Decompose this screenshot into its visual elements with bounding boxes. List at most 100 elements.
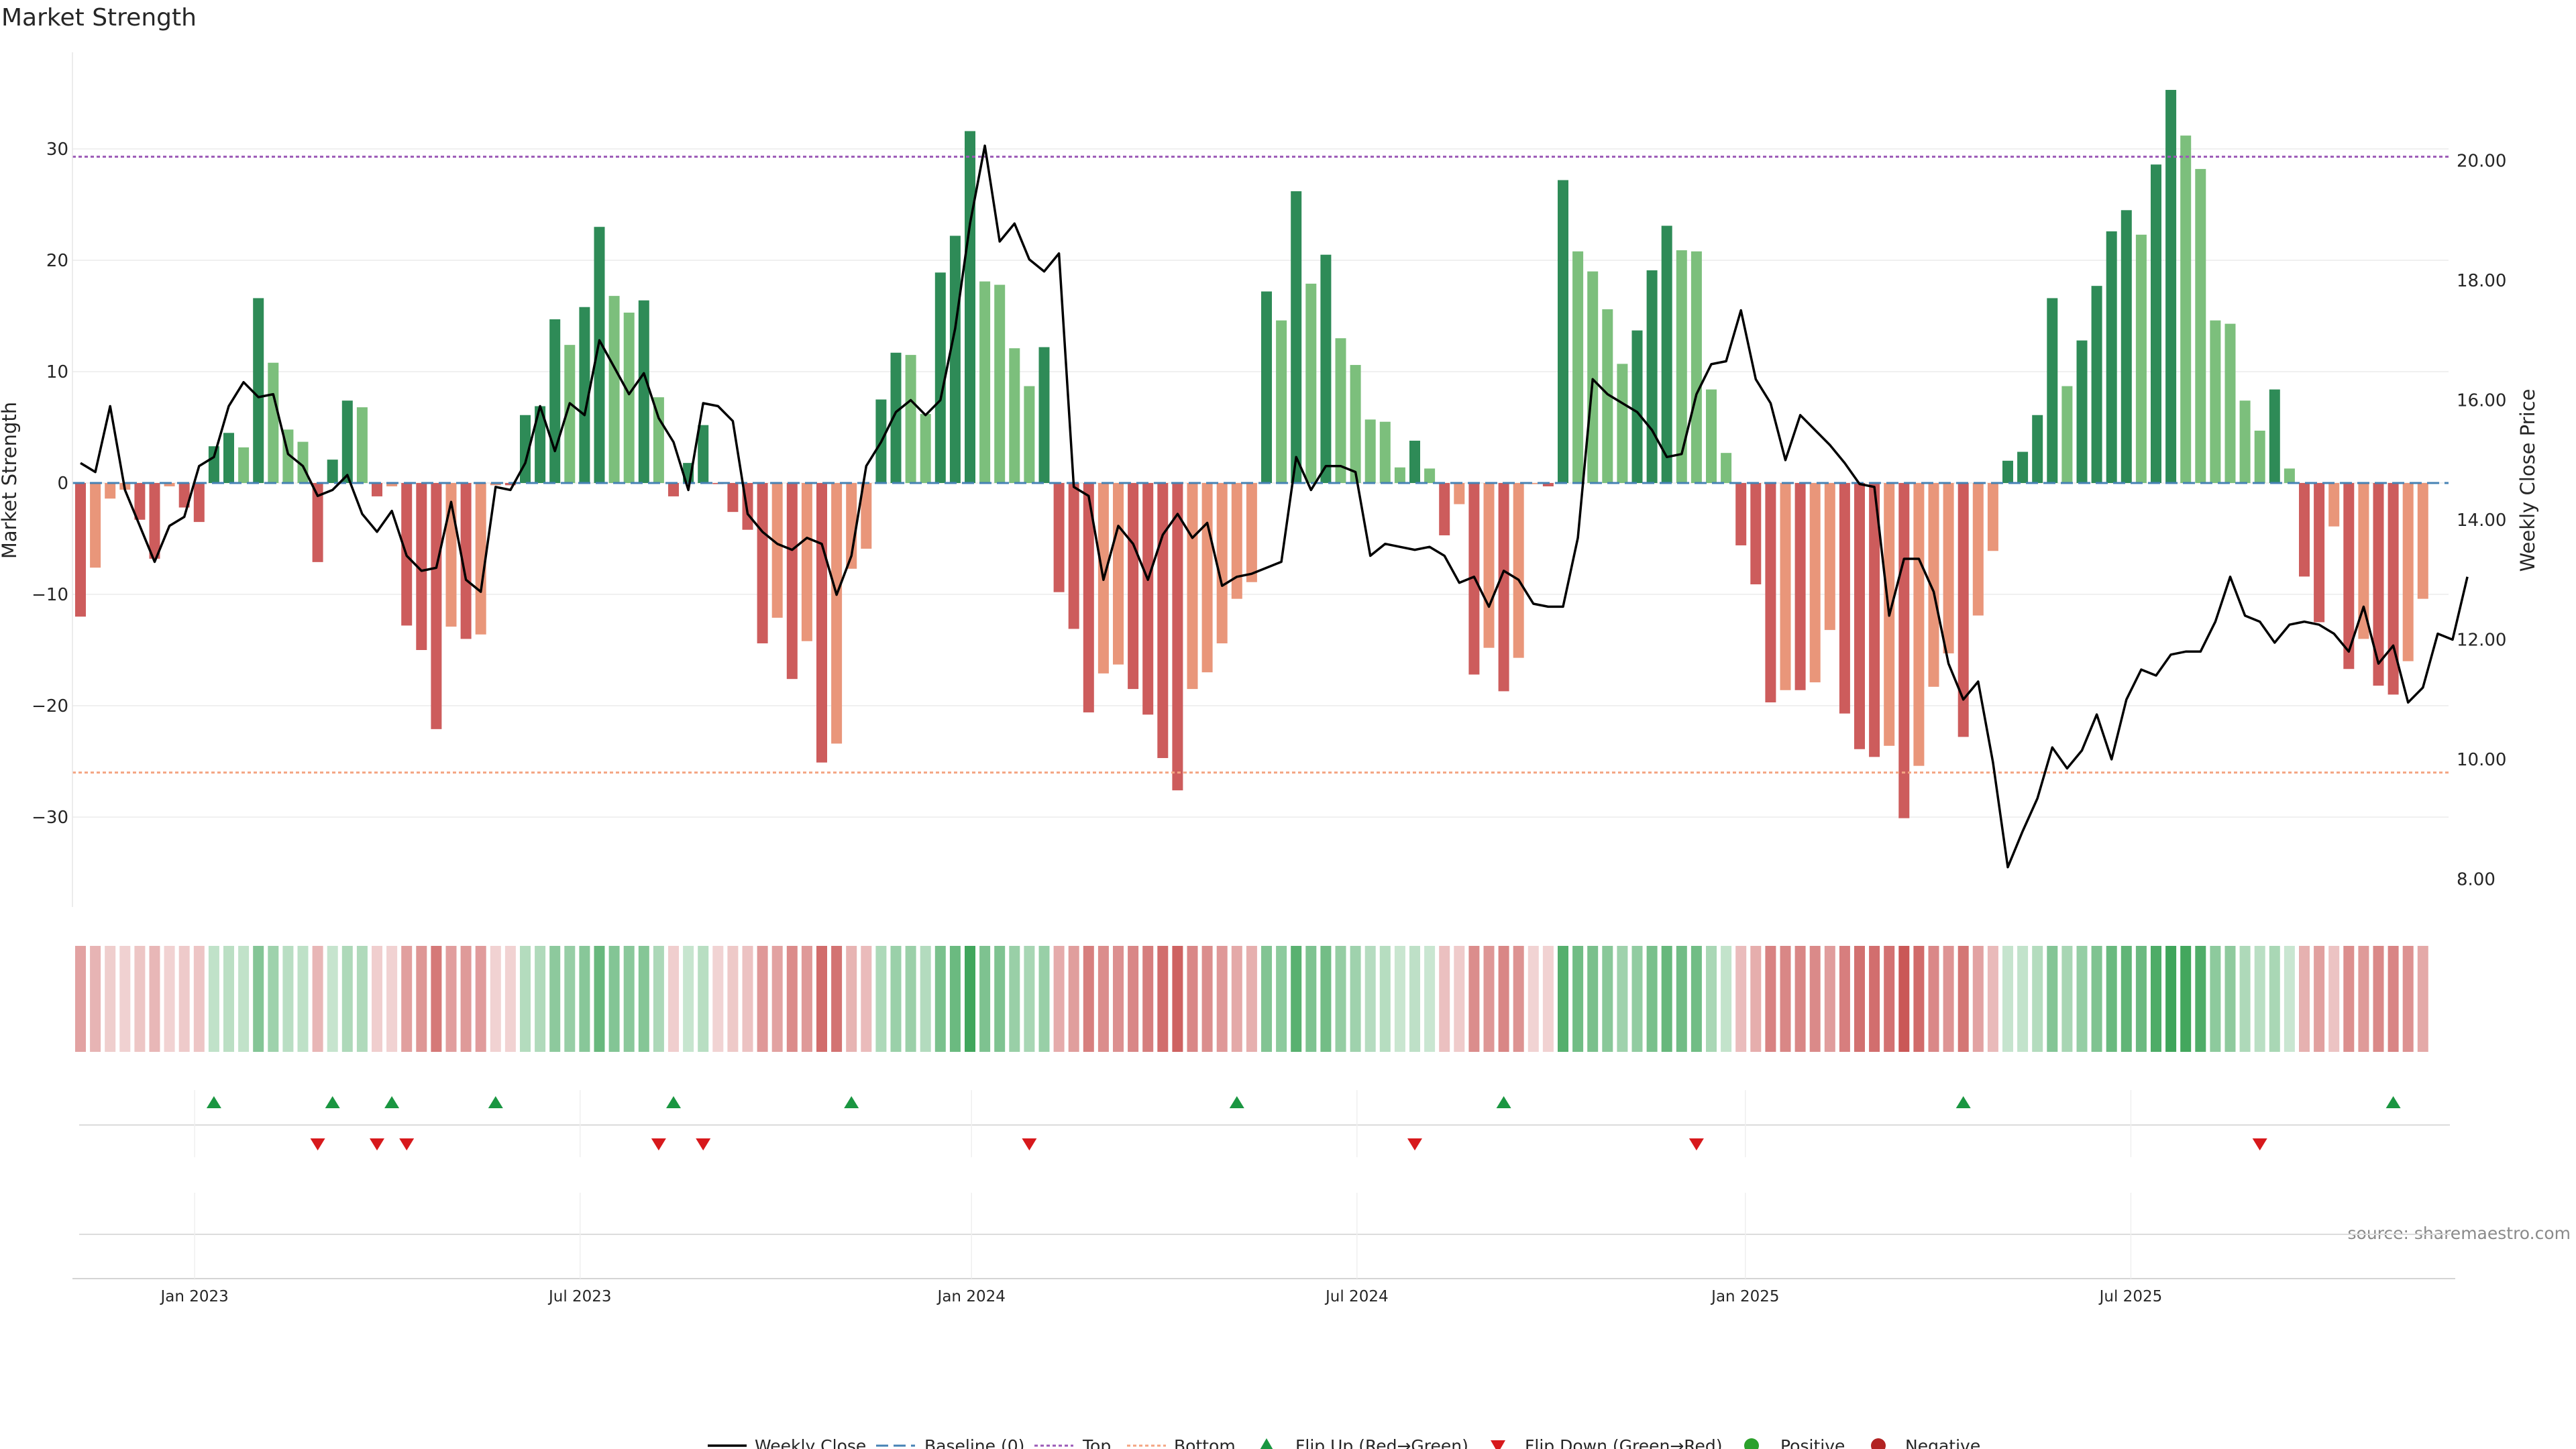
levels-layer — [72, 156, 2449, 774]
bar-positive — [2284, 468, 2295, 483]
heatmap-cell — [2284, 946, 2295, 1052]
bar-negative — [1928, 483, 1939, 687]
x-tick-label: Jan 2024 — [936, 1288, 1006, 1305]
heatmap-cell — [1053, 946, 1065, 1052]
bar-positive — [1424, 468, 1436, 483]
bar-negative — [1216, 483, 1228, 644]
bar-positive — [1572, 251, 1584, 483]
heatmap-cell — [816, 946, 827, 1052]
heatmap-cell — [1884, 946, 1895, 1052]
bar-negative — [1824, 483, 1835, 631]
heatmap-cell — [2387, 946, 2399, 1052]
heatmap-cell — [1320, 946, 1332, 1052]
bar-positive — [608, 296, 620, 483]
y2-tick-label: 20.00 — [2457, 152, 2506, 172]
axes-layer: −30 −20 −10 0 10 20 30 8.00 10.00 12.00 14.00 16.00… — [32, 52, 2506, 907]
heatmap-cell — [134, 946, 146, 1052]
heatmap-cell — [1128, 946, 1139, 1052]
bar-positive — [1038, 347, 1050, 483]
heatmap-cell — [2135, 946, 2147, 1052]
bar-negative — [178, 483, 190, 508]
bar-negative — [1542, 483, 1554, 486]
heatmap-cell — [193, 946, 205, 1052]
bar-negative — [504, 483, 516, 486]
heatmap-cell — [90, 946, 101, 1052]
heatmap-cell — [1424, 946, 1436, 1052]
bar-negative — [1513, 483, 1524, 658]
flip-up-marker — [1496, 1096, 1511, 1108]
legend-label-positive: Positive — [1780, 1436, 1845, 1449]
lower-panel — [72, 1234, 2455, 1279]
bar-positive — [2091, 286, 2102, 483]
bar-negative — [1128, 483, 1139, 690]
bar-negative — [1957, 483, 1969, 737]
bar-negative — [490, 483, 501, 486]
heatmap-cell — [445, 946, 457, 1052]
bar-negative — [90, 483, 101, 568]
heatmap-cell — [1335, 946, 1346, 1052]
bar-negative — [1735, 483, 1747, 545]
bar-positive — [1602, 309, 1613, 483]
heatmap-cell — [2165, 946, 2177, 1052]
bar-negative — [1750, 483, 1762, 585]
heatmap-cell — [638, 946, 649, 1052]
bar-positive — [698, 425, 709, 483]
bar-positive — [2269, 389, 2280, 483]
heatmap-cell — [1587, 946, 1599, 1052]
bar-positive — [2180, 136, 2192, 483]
heatmap-cell — [1706, 946, 1717, 1052]
bar-negative — [164, 483, 175, 486]
heatmap-cell — [75, 946, 86, 1052]
bar-negative — [2358, 483, 2369, 639]
bar-negative — [475, 483, 486, 635]
heatmap-cell — [1794, 946, 1806, 1052]
bar-negative — [846, 483, 857, 569]
bar-positive — [1558, 180, 1568, 483]
bar-negative — [757, 483, 768, 644]
heatmap-cell — [1261, 946, 1272, 1052]
bar-positive — [2076, 340, 2088, 483]
heatmap-strip — [75, 946, 2428, 1052]
heatmap-cell — [1646, 946, 1658, 1052]
heatmap-cell — [2017, 946, 2029, 1052]
heatmap-cell — [1113, 946, 1124, 1052]
x-tick-label: Jan 2025 — [1710, 1288, 1779, 1305]
heatmap-cell — [1721, 946, 1732, 1052]
bar-positive — [208, 446, 219, 483]
heatmap-cell — [341, 946, 353, 1052]
heatmap-cell — [1201, 946, 1213, 1052]
bar-negative — [2343, 483, 2355, 669]
heatmap-cell — [594, 946, 605, 1052]
x-tick-label: Jan 2023 — [160, 1288, 229, 1305]
heatmap-cell — [875, 946, 887, 1052]
flip-down-marker — [1688, 1138, 1704, 1150]
flip-markers-panel — [79, 1096, 2450, 1150]
bar-negative — [831, 483, 843, 744]
heatmap-cell — [2106, 946, 2117, 1052]
heatmap-cell — [2180, 946, 2192, 1052]
heatmap-cell — [356, 946, 368, 1052]
heatmap-cell — [105, 946, 116, 1052]
bar-negative — [816, 483, 827, 763]
bar-negative — [1869, 483, 1880, 757]
legend-swatch-flip-up — [1260, 1438, 1273, 1449]
bar-negative — [1454, 483, 1465, 504]
bar-positive — [949, 235, 961, 483]
y2-tick-label: 10.00 — [2457, 750, 2506, 770]
heatmap-cell — [549, 946, 561, 1052]
heatmap-cell — [994, 946, 1006, 1052]
heatmap-cell — [1809, 946, 1821, 1052]
bar-positive — [1676, 250, 1687, 483]
bar-positive — [994, 284, 1006, 483]
heatmap-cell — [831, 946, 843, 1052]
bar-negative — [1854, 483, 1865, 749]
flip-up-marker — [206, 1096, 221, 1108]
bar-negative — [2328, 483, 2340, 527]
heatmap-cell — [208, 946, 219, 1052]
legend-label-bottom: Bottom — [1174, 1436, 1236, 1449]
bar-positive — [594, 227, 605, 483]
bar-positive — [253, 298, 264, 483]
bar-positive — [268, 362, 279, 483]
heatmap-cell — [416, 946, 427, 1052]
